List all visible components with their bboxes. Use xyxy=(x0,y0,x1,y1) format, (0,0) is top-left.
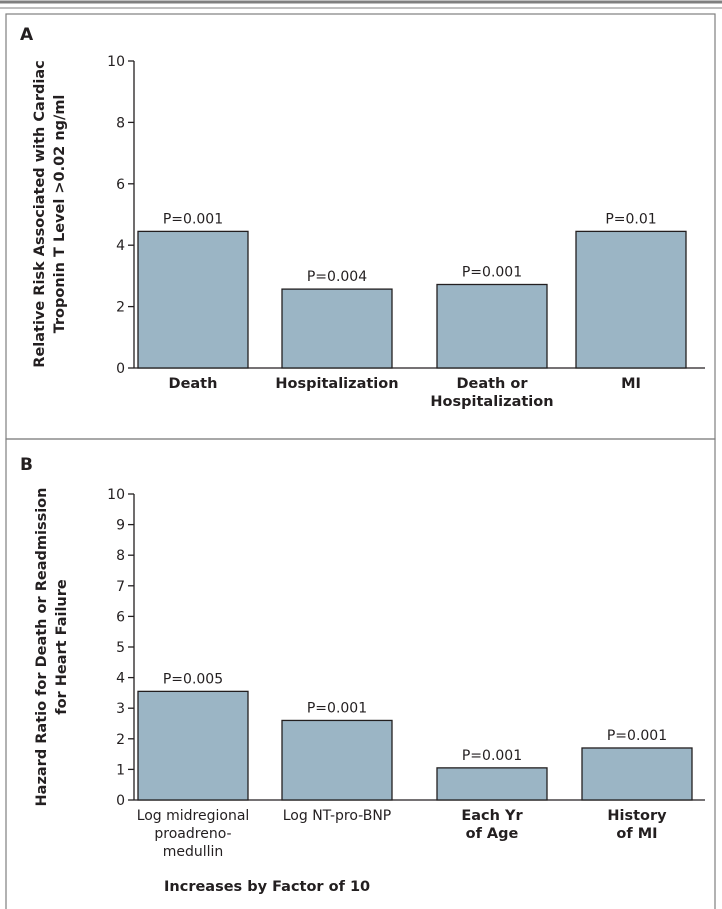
panel-b-frame xyxy=(5,438,716,909)
bar xyxy=(281,288,393,369)
p-value-label: P=0.001 xyxy=(163,211,223,227)
y-tick-label: 9 xyxy=(116,518,125,534)
y-axis-label: Hazard Ratio for Death or Readmission xyxy=(34,488,50,807)
y-tick-label: 0 xyxy=(116,361,125,377)
bar xyxy=(436,767,548,801)
p-value-label: P=0.001 xyxy=(462,264,522,280)
panel-b-letter: B xyxy=(20,455,33,475)
y-tick-label: 4 xyxy=(116,671,125,687)
y-tick-label: 5 xyxy=(116,640,125,656)
y-tick-label: 0 xyxy=(116,793,125,809)
y-tick-label: 2 xyxy=(116,732,125,748)
category-label: medullin xyxy=(163,844,224,860)
y-tick-label: 8 xyxy=(116,548,125,564)
y-tick-label: 7 xyxy=(116,579,125,595)
p-value-label: P=0.001 xyxy=(307,700,367,716)
y-tick-label: 10 xyxy=(107,487,125,503)
y-axis-label: Relative Risk Associated with Cardiac xyxy=(32,60,48,367)
p-value-label: P=0.001 xyxy=(607,728,667,744)
category-label: Log midregional xyxy=(137,808,250,824)
y-tick-label: 8 xyxy=(116,115,125,131)
y-tick-label: 1 xyxy=(116,762,125,778)
panel-a-letter: A xyxy=(20,25,34,45)
p-value-label: P=0.01 xyxy=(605,211,656,227)
x-footnote: Increases by Factor of 10 xyxy=(164,879,370,895)
bar xyxy=(575,230,687,369)
category-label: MI xyxy=(621,376,641,392)
y-tick-label: 4 xyxy=(116,238,125,254)
p-value-label: P=0.004 xyxy=(307,269,367,285)
panel-a-chart: 0 2 4 6 8 10 Relative Risk Associated with Car… xyxy=(32,54,705,410)
category-label: of MI xyxy=(616,826,657,842)
panel-b-chart: 0 1 2 3 4 5 6 7 8 9 10 Hazard Ratio for Death or Re… xyxy=(34,487,705,860)
y-tick-label: 10 xyxy=(107,54,125,70)
bar xyxy=(281,719,393,801)
category-label: History xyxy=(607,808,667,824)
y-tick-label: 2 xyxy=(116,300,125,316)
bar xyxy=(137,230,249,369)
category-label: of Age xyxy=(466,826,519,842)
y-axis-label: for Heart Failure xyxy=(54,579,70,715)
bar xyxy=(436,283,548,369)
category-label: Log NT-pro-BNP xyxy=(283,808,391,824)
y-tick-label: 3 xyxy=(116,701,125,717)
p-value-label: P=0.005 xyxy=(163,671,223,687)
category-label: Death or xyxy=(456,376,528,392)
y-tick-label: 6 xyxy=(116,177,125,193)
category-label: Each Yr xyxy=(461,808,523,824)
p-value-label: P=0.001 xyxy=(462,748,522,764)
bar xyxy=(137,690,249,801)
category-label: Hospitalization xyxy=(275,376,398,392)
category-label: Hospitalization xyxy=(430,394,553,410)
y-tick-label: 6 xyxy=(116,609,125,625)
category-label: Death xyxy=(169,376,218,392)
bar xyxy=(581,747,693,801)
category-label: proadreno- xyxy=(154,826,231,842)
y-axis-label: Troponin T Level >0.02 ng/ml xyxy=(52,95,68,334)
